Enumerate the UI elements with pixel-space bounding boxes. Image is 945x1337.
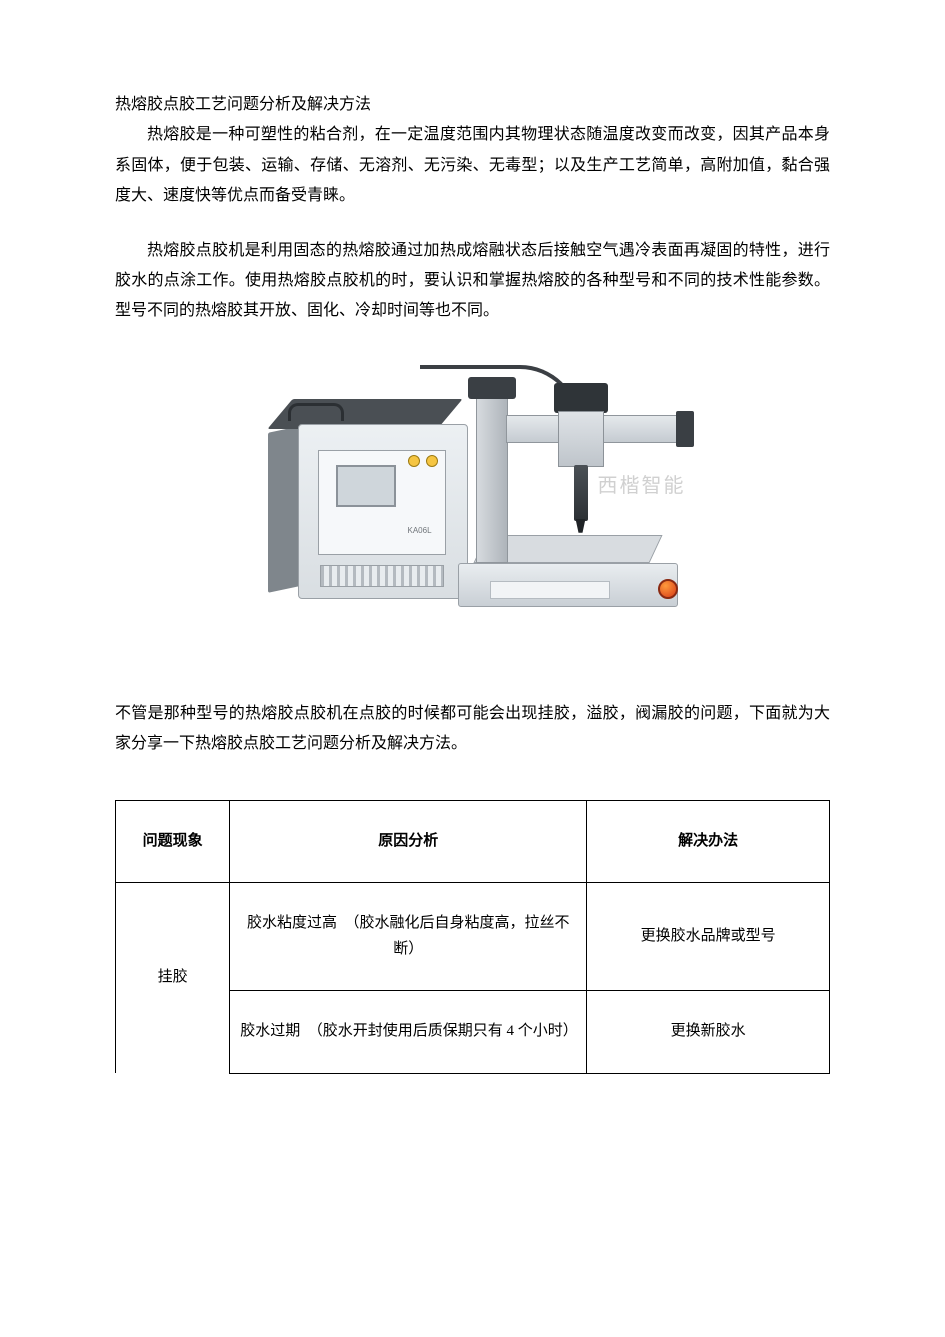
- cell-solution: 更换胶水品牌或型号: [587, 883, 830, 991]
- table-header-row: 问题现象 原因分析 解决办法: [116, 800, 830, 883]
- cell-cause: 胶水过期 （胶水开封使用后质保期只有 4 个小时）: [230, 991, 587, 1074]
- cell-solution: 更换新胶水: [587, 991, 830, 1074]
- carriage: [558, 411, 604, 467]
- emergency-stop-icon: [658, 579, 678, 599]
- cabinet-knob-icon: [426, 455, 438, 467]
- watermark-text: 西楷智能: [598, 469, 686, 498]
- cabinet-knob-icon: [408, 455, 420, 467]
- gantry-column: [476, 395, 508, 563]
- nozzle-tip: [576, 519, 586, 533]
- problems-table: 问题现象 原因分析 解决办法 挂胶 胶水粘度过高 （胶水融化后自身粘度高，拉丝不…: [115, 800, 830, 1074]
- gantry-arm-end: [676, 411, 694, 447]
- document-page: 热熔胶点胶工艺问题分析及解决方法 热熔胶是一种可塑性的粘合剂，在一定温度范围内其…: [0, 0, 945, 1337]
- nozzle: [574, 465, 588, 521]
- paragraph-2: 热熔胶点胶机是利用固态的热熔胶通过加热成熔融状态后接触空气遇冷表面再凝固的特性，…: [115, 236, 830, 327]
- cell-cause: 胶水粘度过高 （胶水融化后自身粘度高，拉丝不断）: [230, 883, 587, 991]
- paragraph-1: 热熔胶是一种可塑性的粘合剂，在一定温度范围内其物理状态随温度改变而改变，因其产品…: [115, 120, 830, 211]
- table-header-solution: 解决办法: [587, 800, 830, 883]
- robot-base-panel: [490, 581, 610, 599]
- figure-container: KA06L 西楷智能: [115, 357, 830, 617]
- spacer: [115, 663, 830, 699]
- table-header-phenomenon: 问题现象: [116, 800, 230, 883]
- spacer: [115, 212, 830, 236]
- spacer: [115, 627, 830, 663]
- gantry-cap: [468, 377, 516, 399]
- cabinet-screen: [336, 465, 396, 507]
- machine-illustration: KA06L 西楷智能: [258, 357, 688, 617]
- table-header-cause: 原因分析: [230, 800, 587, 883]
- cabinet-handle: [288, 403, 344, 421]
- cell-phenomenon: 挂胶: [116, 883, 230, 1074]
- cabinet-vents: [320, 565, 444, 587]
- table-row: 挂胶 胶水粘度过高 （胶水融化后自身粘度高，拉丝不断） 更换胶水品牌或型号: [116, 883, 830, 991]
- carriage-top: [554, 383, 608, 413]
- document-title: 热熔胶点胶工艺问题分析及解决方法: [115, 90, 830, 120]
- cabinet-model-label: KA06L: [408, 526, 432, 535]
- paragraph-3: 不管是那种型号的热熔胶点胶机在点胶的时候都可能会出现挂胶，溢胶，阀漏胶的问题，下…: [115, 699, 830, 760]
